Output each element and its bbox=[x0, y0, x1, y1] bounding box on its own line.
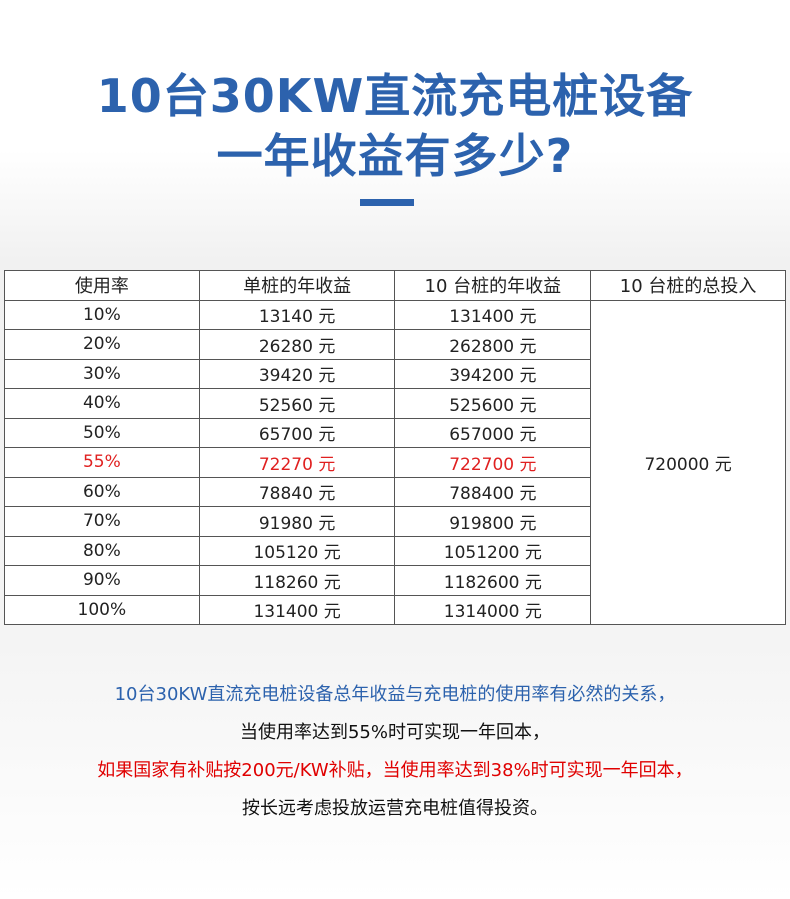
cell-ten-revenue: 525600 元 bbox=[394, 388, 592, 419]
cell-single-revenue: 91980 元 bbox=[198, 506, 396, 537]
cell-single-revenue: 65700 元 bbox=[198, 417, 396, 448]
header-usage-rate: 使用率 bbox=[4, 270, 200, 301]
cell-single-revenue: 72270 元 bbox=[198, 447, 396, 478]
cell-usage-rate: 30% bbox=[4, 358, 200, 389]
cell-usage-rate: 100% bbox=[4, 594, 200, 625]
cell-single-revenue: 26280 元 bbox=[198, 329, 396, 360]
summary-line-3: 如果国家有补贴按200元/KW补贴，当使用率达到38%时可实现一年回本， bbox=[97, 760, 693, 781]
summary-line-4: 按长远考虑投放运营充电桩值得投资。 bbox=[242, 798, 548, 819]
page-title: 10台30KW直流充电桩设备 一年收益有多少? bbox=[0, 66, 790, 186]
cell-single-revenue: 118260 元 bbox=[198, 565, 396, 596]
cell-usage-rate: 70% bbox=[4, 506, 200, 537]
cell-ten-revenue: 1182600 元 bbox=[394, 565, 592, 596]
table-body: 10% 13140 元 131400 元 720000 元 20% 26280 元 2628… bbox=[4, 299, 786, 625]
summary-text: 10台30KW直流充电桩设备总年收益与充电桩的使用率有必然的关系， 当使用率达到… bbox=[0, 676, 790, 828]
cell-ten-revenue: 1314000 元 bbox=[394, 594, 592, 625]
cell-usage-rate: 10% bbox=[4, 299, 200, 330]
summary-line-2: 当使用率达到55%时可实现一年回本， bbox=[239, 722, 550, 743]
title-underline bbox=[360, 199, 414, 206]
cell-usage-rate: 90% bbox=[4, 565, 200, 596]
summary-line-1: 10台30KW直流充电桩设备总年收益与充电桩的使用率有必然的关系， bbox=[114, 684, 676, 705]
table-row: 30% 39420 元 394200 元 bbox=[4, 358, 786, 389]
cell-usage-rate: 40% bbox=[4, 388, 200, 419]
cell-ten-revenue: 131400 元 bbox=[394, 299, 592, 330]
table-row: 90% 118260 元 1182600 元 bbox=[4, 565, 786, 596]
cell-total-investment: 720000 元 bbox=[590, 299, 786, 625]
header-total-investment: 10 台桩的总投入 bbox=[590, 270, 786, 301]
table-row: 50% 65700 元 657000 元 bbox=[4, 417, 786, 448]
cell-single-revenue: 13140 元 bbox=[198, 299, 396, 330]
table-row: 60% 78840 元 788400 元 bbox=[4, 476, 786, 507]
title-line-2: 一年收益有多少? bbox=[216, 129, 574, 183]
table-row: 40% 52560 元 525600 元 bbox=[4, 388, 786, 419]
cell-usage-rate: 20% bbox=[4, 329, 200, 360]
cell-single-revenue: 78840 元 bbox=[198, 476, 396, 507]
cell-usage-rate: 80% bbox=[4, 535, 200, 566]
header-single-revenue: 单桩的年收益 bbox=[198, 270, 396, 301]
table-row: 70% 91980 元 919800 元 bbox=[4, 506, 786, 537]
cell-ten-revenue: 394200 元 bbox=[394, 358, 592, 389]
table-row: 80% 105120 元 1051200 元 bbox=[4, 535, 786, 566]
title-line-1: 10台30KW直流充电桩设备 bbox=[96, 69, 694, 123]
cell-ten-revenue: 722700 元 bbox=[394, 447, 592, 478]
cell-usage-rate: 55% bbox=[4, 447, 200, 478]
table-row: 100% 131400 元 1314000 元 bbox=[4, 594, 786, 625]
revenue-table: 使用率 单桩的年收益 10 台桩的年收益 10 台桩的总投入 10% 13140 … bbox=[4, 270, 786, 625]
cell-usage-rate: 60% bbox=[4, 476, 200, 507]
cell-ten-revenue: 919800 元 bbox=[394, 506, 592, 537]
cell-ten-revenue: 788400 元 bbox=[394, 476, 592, 507]
table-row: 20% 26280 元 262800 元 bbox=[4, 329, 786, 360]
cell-ten-revenue: 1051200 元 bbox=[394, 535, 592, 566]
table-row: 10% 13140 元 131400 元 720000 元 bbox=[4, 299, 786, 625]
cell-ten-revenue: 657000 元 bbox=[394, 417, 592, 448]
cell-ten-revenue: 262800 元 bbox=[394, 329, 592, 360]
table-header-row: 使用率 单桩的年收益 10 台桩的年收益 10 台桩的总投入 bbox=[4, 270, 786, 301]
cell-usage-rate: 50% bbox=[4, 417, 200, 448]
cell-single-revenue: 105120 元 bbox=[198, 535, 396, 566]
table-row: 55% 72270 元 722700 元 bbox=[4, 447, 786, 478]
cell-single-revenue: 39420 元 bbox=[198, 358, 396, 389]
cell-single-revenue: 52560 元 bbox=[198, 388, 396, 419]
header-ten-revenue: 10 台桩的年收益 bbox=[394, 270, 592, 301]
cell-single-revenue: 131400 元 bbox=[198, 594, 396, 625]
